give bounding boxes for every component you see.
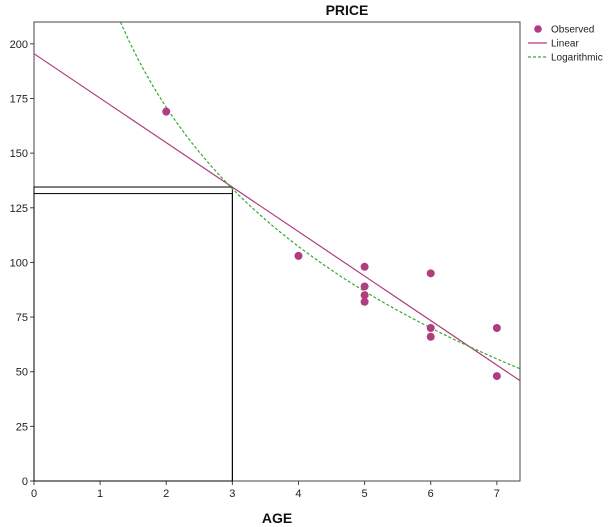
reference-boxes	[33, 186, 233, 482]
axis-ticks: 0 1 2 3 4 5 6 7 0 25 50 75 100 125 150 175 200	[10, 39, 500, 500]
legend-observed-marker	[534, 25, 542, 33]
observed-point	[360, 262, 369, 271]
logarithmic-fit-curve	[119, 22, 520, 370]
plot-frame	[33, 21, 521, 482]
observed-point	[492, 372, 501, 381]
y-tick-label: 150	[10, 148, 28, 160]
observed-point	[360, 282, 369, 291]
x-tick-label: 0	[31, 488, 37, 500]
reference-box	[33, 193, 233, 482]
y-tick-label: 125	[10, 203, 28, 215]
y-tick-label: 25	[16, 421, 28, 433]
observed-point	[426, 332, 435, 341]
linear-fit-line	[34, 53, 520, 382]
legend: Observed Linear Logarithmic	[528, 25, 603, 64]
x-tick-label: 4	[295, 488, 301, 500]
x-tick-label: 2	[163, 488, 169, 500]
x-tick-label: 5	[362, 488, 368, 500]
legend-label: Linear	[551, 39, 579, 50]
observed-point	[360, 291, 369, 300]
observed-point	[162, 107, 171, 116]
y-tick-label: 200	[10, 39, 28, 51]
chart-title: PRICE	[326, 2, 369, 18]
x-tick-label: 6	[428, 488, 434, 500]
observed-point	[492, 324, 501, 332]
legend-label: Logarithmic	[551, 53, 603, 64]
observed-point	[426, 324, 435, 332]
x-tick-label: 1	[97, 488, 103, 500]
observed-point	[360, 297, 369, 306]
y-tick-label: 175	[10, 94, 28, 106]
y-tick-label: 75	[16, 312, 28, 324]
series-layer	[34, 22, 520, 382]
observed-point	[294, 251, 303, 260]
y-tick-label: 50	[16, 367, 28, 379]
x-tick-label: 3	[229, 488, 235, 500]
y-tick-label: 0	[22, 476, 28, 488]
reference-box	[33, 186, 233, 482]
legend-label: Observed	[551, 25, 594, 36]
x-tick-label: 7	[494, 488, 500, 500]
x-axis-title: AGE	[262, 510, 292, 526]
y-tick-label: 100	[10, 257, 28, 269]
observed-point	[426, 269, 435, 278]
